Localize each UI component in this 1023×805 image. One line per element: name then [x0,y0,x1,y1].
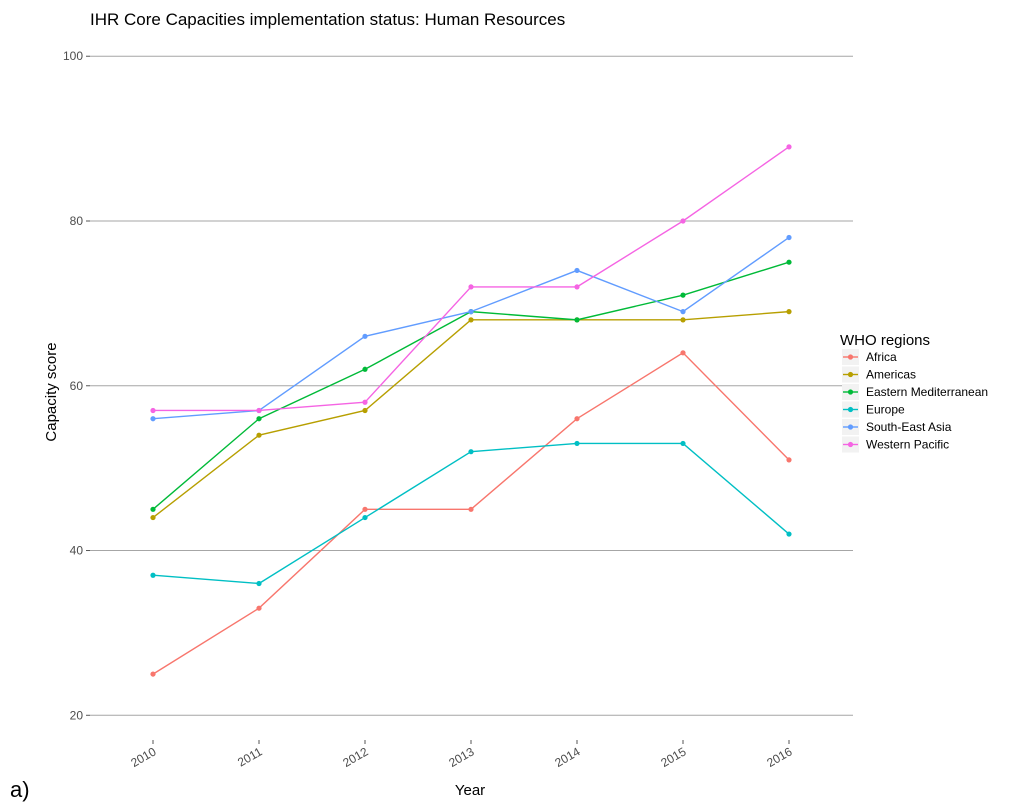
legend-item: South-East Asia [842,419,952,435]
legend: Africa Americas Eastern Mediterranean Europ… [842,349,988,453]
data-point [680,350,686,356]
y-tick-label: 80 [70,214,84,228]
data-point [680,317,686,323]
series-line [153,146,790,412]
chart-title: IHR Core Capacities implementation statu… [90,10,565,29]
x-tick-label: 2010 [128,744,158,770]
legend-label: Western Pacific [866,438,949,452]
data-point [468,449,474,455]
gridlines [90,55,853,716]
data-point [680,309,686,315]
x-axis-title: Year [455,782,485,799]
series-africa [150,350,792,677]
legend-label: Americas [866,368,916,382]
data-point [362,514,368,521]
x-tick-label: 2015 [658,744,688,770]
y-tick-label: 40 [70,544,84,558]
y-tick-label: 60 [70,379,84,393]
data-point [150,416,156,422]
data-point [150,671,156,677]
data-point [150,407,156,414]
data-point [680,292,686,298]
legend-item: Eastern Mediterranean [842,384,988,400]
data-point [256,407,262,414]
data-point [362,506,368,512]
legend-item: Western Pacific [842,436,949,453]
data-point [786,259,792,265]
series-line [152,236,790,420]
data-point [256,432,262,438]
series-americas [150,309,792,521]
series-europe [150,440,792,587]
legend-item: Europe [842,401,905,418]
data-point [786,457,792,463]
series-lines [150,144,792,677]
series-south-east-asia [150,234,792,422]
panel-label: a) [10,777,30,802]
data-point [786,309,792,315]
data-point [680,218,686,224]
x-axis-ticks: 2010 2011 2012 2013 2014 2015 2016 [128,740,795,770]
series-line [152,310,790,519]
data-point [574,284,580,290]
data-point [362,333,368,339]
legend-key-point [847,424,854,430]
y-tick-label: 20 [70,708,84,722]
data-point [786,531,792,537]
data-point [574,440,580,447]
series-line [152,442,790,585]
data-point [150,506,156,512]
x-tick-label: 2014 [552,744,582,770]
y-axis-ticks: 20 40 60 80 100 [63,49,90,722]
series-western-pacific [150,144,792,414]
legend-key-point [847,406,854,413]
legend-key-point [847,354,854,360]
data-point [786,144,792,150]
legend-key-point [847,441,854,448]
x-tick-label: 2011 [235,744,265,769]
legend-title: WHO regions [840,332,930,349]
data-point [150,514,156,521]
data-point [468,309,474,315]
legend-item: Africa [842,349,897,365]
data-point [574,267,580,274]
data-point [680,440,686,447]
series-line [152,351,790,675]
legend-item: Americas [842,366,916,383]
data-point [256,580,262,587]
y-tick-label: 100 [63,49,83,63]
legend-key-point [847,389,854,395]
data-point [468,506,474,512]
legend-key-point [847,371,854,378]
x-tick-label: 2013 [446,744,476,770]
data-point [468,317,474,323]
legend-label: Eastern Mediterranean [866,385,988,399]
data-point [574,317,580,323]
data-point [468,284,474,290]
x-tick-label: 2012 [340,744,370,770]
data-point [574,416,580,422]
data-point [150,572,156,578]
legend-label: South-East Asia [866,420,952,434]
data-point [362,407,368,414]
legend-label: Europe [866,403,905,417]
x-tick-label: 2016 [764,744,794,770]
legend-label: Africa [866,350,897,364]
data-point [256,605,262,611]
data-point [786,234,792,241]
y-axis-title: Capacity score [43,342,60,441]
data-point [362,399,368,405]
data-point [256,416,262,422]
data-point [362,366,368,372]
